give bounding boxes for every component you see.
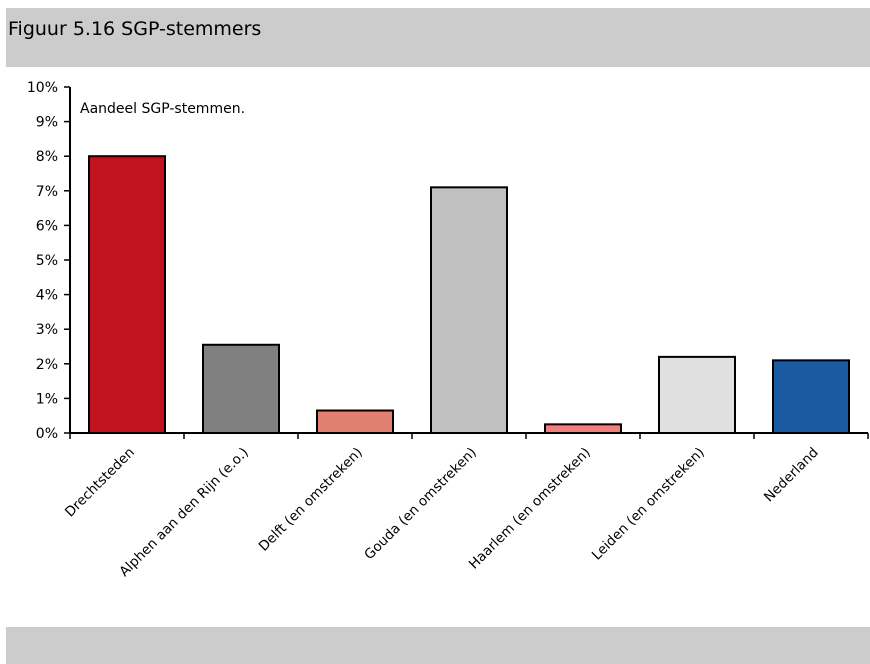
y-tick-label: 9%	[36, 115, 58, 131]
x-category-label: Delft (en omstreken)	[256, 445, 366, 555]
y-tick-label: 0%	[36, 426, 58, 442]
y-tick-label: 10%	[27, 80, 58, 96]
x-category-label: Alphen aan den Rijn (e.o.)	[116, 445, 251, 580]
x-category-label: Leiden (en omstreken)	[589, 445, 708, 564]
y-tick-label: 7%	[36, 184, 58, 200]
bar-0	[88, 155, 166, 434]
figure-title: Figuur 5.16 SGP-stemmers	[8, 18, 262, 40]
bar-1	[202, 343, 280, 434]
bar-5	[658, 355, 736, 435]
bar-3	[430, 186, 508, 434]
y-tick-label: 6%	[36, 218, 58, 234]
y-tick-label: 4%	[36, 288, 58, 304]
x-category-label: Drechtsteden	[62, 445, 138, 521]
y-tick-label: 1%	[36, 391, 58, 407]
y-tick-label: 5%	[36, 253, 58, 269]
x-category-label: Haarlem (en omstreken)	[466, 445, 594, 573]
bar-6	[772, 359, 850, 434]
y-tick-label: 3%	[36, 322, 58, 338]
y-tick-label: 2%	[36, 357, 58, 373]
x-category-label: Gouda (en omstreken)	[361, 445, 480, 564]
y-tick-label: 8%	[36, 149, 58, 165]
bar-4	[544, 423, 622, 435]
chart-annotation: Aandeel SGP-stemmen.	[80, 101, 245, 117]
bar-2	[316, 409, 394, 435]
x-category-label: Nederland	[761, 445, 822, 506]
